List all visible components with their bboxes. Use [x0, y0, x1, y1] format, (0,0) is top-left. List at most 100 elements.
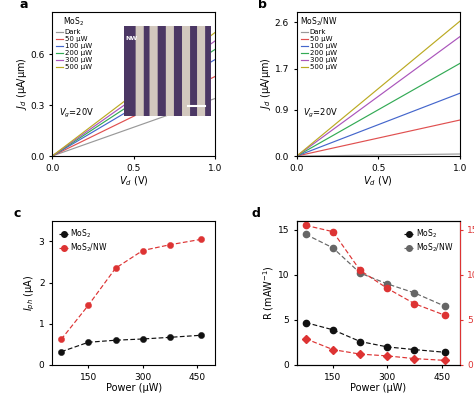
100 μW — [391, 116, 397, 121]
200 μW — [187, 64, 192, 69]
300 μW — [391, 83, 396, 88]
100 μW — [146, 96, 152, 101]
500 μW — [294, 153, 300, 158]
50 μW — [431, 124, 437, 128]
Legend: MoS$_2$, MoS$_2$/NW: MoS$_2$, MoS$_2$/NW — [401, 225, 456, 257]
500 μW — [187, 49, 192, 54]
500 μW — [49, 154, 55, 158]
Y-axis label: R (mAW$^{-1}$): R (mAW$^{-1}$) — [261, 265, 276, 320]
300 μW — [394, 81, 400, 85]
50 μW — [294, 154, 300, 158]
Line: Dark: Dark — [52, 99, 215, 156]
X-axis label: $V_d$ (V): $V_d$ (V) — [364, 174, 393, 188]
50 μW — [146, 106, 152, 111]
300 μW — [197, 49, 203, 54]
500 μW — [197, 42, 203, 47]
200 μW — [391, 99, 396, 103]
Dark — [391, 152, 396, 157]
Dark — [146, 119, 152, 124]
200 μW — [197, 57, 203, 62]
Text: $V_g$=20V: $V_g$=20V — [59, 107, 94, 120]
500 μW — [431, 40, 437, 45]
50 μW — [146, 107, 152, 111]
50 μW — [197, 81, 203, 86]
200 μW — [212, 47, 218, 52]
50 μW — [187, 87, 192, 91]
50 μW — [391, 132, 396, 137]
100 μW — [457, 91, 463, 96]
100 μW — [212, 57, 218, 62]
Dark — [442, 152, 447, 157]
Dark — [187, 105, 192, 110]
100 μW — [49, 154, 55, 158]
50 μW — [391, 132, 397, 137]
Dark — [394, 152, 400, 157]
300 μW — [212, 38, 218, 43]
300 μW — [149, 83, 155, 88]
Dark — [431, 152, 437, 157]
300 μW — [187, 57, 192, 61]
Dark — [197, 101, 203, 106]
Dark — [146, 119, 152, 124]
200 μW — [394, 97, 400, 102]
X-axis label: Power (μW): Power (μW) — [106, 383, 162, 393]
Text: $V_g$=20V: $V_g$=20V — [303, 107, 338, 120]
300 μW — [294, 153, 300, 158]
Line: 500 μW: 500 μW — [52, 32, 215, 156]
200 μW — [49, 154, 55, 158]
500 μW — [146, 80, 152, 85]
300 μW — [457, 34, 463, 39]
500 μW — [442, 32, 447, 36]
100 μW — [187, 72, 192, 77]
200 μW — [391, 99, 397, 103]
50 μW — [49, 154, 55, 158]
100 μW — [442, 97, 447, 101]
Text: c: c — [13, 207, 20, 220]
Dark — [294, 154, 300, 158]
100 μW — [294, 154, 300, 158]
Legend: MoS$_2$, MoS$_2$/NW: MoS$_2$, MoS$_2$/NW — [56, 225, 111, 257]
Dark — [149, 118, 155, 123]
200 μW — [442, 70, 447, 75]
Dark — [294, 154, 300, 158]
500 μW — [391, 73, 397, 78]
Dark — [457, 152, 463, 156]
200 μW — [146, 90, 152, 95]
50 μW — [457, 117, 463, 122]
Line: 50 μW: 50 μW — [52, 77, 215, 156]
300 μW — [294, 154, 300, 158]
Dark — [50, 154, 55, 158]
Line: 100 μW: 100 μW — [297, 93, 460, 156]
Line: 200 μW: 200 μW — [52, 49, 215, 156]
300 μW — [431, 53, 437, 58]
Text: a: a — [19, 0, 28, 11]
500 μW — [457, 19, 463, 24]
Legend: Dark, 50 μW, 100 μW, 200 μW, 300 μW, 500 μW: Dark, 50 μW, 100 μW, 200 μW, 300 μW, 500… — [54, 14, 93, 72]
500 μW — [149, 78, 155, 83]
Legend: Dark, 50 μW, 100 μW, 200 μW, 300 μW, 500 μW: Dark, 50 μW, 100 μW, 200 μW, 300 μW, 500… — [299, 14, 339, 72]
200 μW — [50, 153, 55, 158]
200 μW — [457, 61, 463, 66]
50 μW — [149, 105, 155, 110]
500 μW — [294, 154, 300, 158]
100 μW — [431, 101, 437, 105]
300 μW — [146, 85, 152, 90]
100 μW — [50, 153, 55, 158]
50 μW — [294, 154, 300, 158]
Y-axis label: $I_{ph}$ (μA): $I_{ph}$ (μA) — [23, 275, 37, 311]
200 μW — [146, 91, 152, 95]
500 μW — [146, 81, 152, 85]
300 μW — [50, 153, 55, 158]
Line: 300 μW: 300 μW — [52, 41, 215, 156]
Line: Dark: Dark — [297, 154, 460, 156]
Text: d: d — [251, 207, 260, 220]
Line: 200 μW: 200 μW — [297, 63, 460, 156]
X-axis label: $V_d$ (V): $V_d$ (V) — [119, 174, 148, 188]
Dark — [49, 154, 55, 158]
200 μW — [294, 153, 300, 158]
50 μW — [50, 154, 55, 158]
200 μW — [149, 88, 155, 93]
100 μW — [149, 95, 155, 99]
300 μW — [391, 83, 397, 87]
50 μW — [394, 132, 400, 136]
